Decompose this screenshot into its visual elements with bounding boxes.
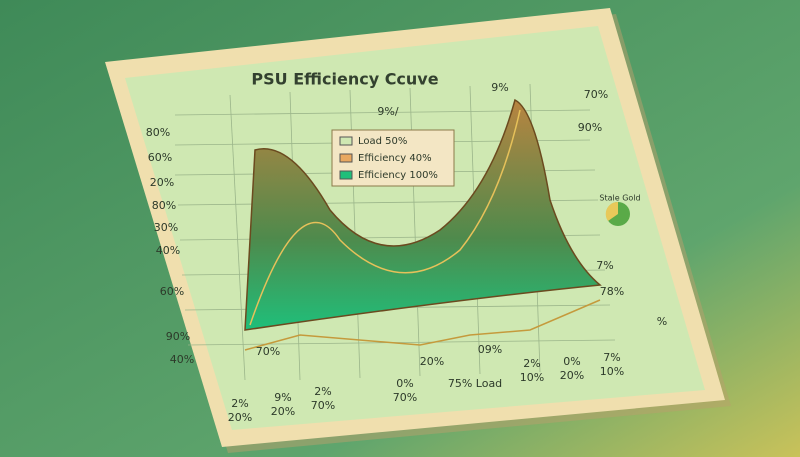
annotation: % (657, 315, 667, 328)
side-label: 78% (600, 285, 624, 298)
x-label: 70% (393, 391, 417, 404)
curve-label: 09% (478, 343, 502, 356)
y-label: 40% (170, 353, 194, 366)
x-label: 2% (523, 357, 540, 370)
side-label: 70% (584, 88, 608, 101)
x-label: 20% (560, 369, 584, 382)
x-label: 9% (274, 391, 291, 404)
y-label: 40% (156, 244, 180, 257)
legend-entry: Efficiency 100% (358, 170, 438, 181)
y-label: 20% (150, 176, 174, 189)
curve-label: 70% (256, 345, 280, 358)
side-label: Stale Gold (599, 194, 640, 203)
legend-entry: Efficiency 40% (358, 153, 432, 164)
y-label: 60% (160, 285, 184, 298)
x-label: 75% Load (448, 377, 502, 390)
side-label: 7% (596, 259, 613, 272)
x-label: 2% (231, 397, 248, 410)
x-label: 10% (520, 371, 544, 384)
legend-swatch (339, 153, 353, 163)
x-label: 20% (228, 411, 252, 424)
x-label: 0% (396, 377, 413, 390)
wave-highlight (249, 109, 521, 326)
side-label: 90% (578, 121, 602, 134)
legend-swatch (339, 170, 353, 180)
x-label: 20% (271, 405, 295, 418)
y-label: 30% (154, 221, 178, 234)
y-label: 90% (166, 330, 190, 343)
x-label: 0% (563, 355, 580, 368)
y-label: 80% (152, 199, 176, 212)
annotation: 9% (491, 81, 508, 94)
baseline-line (244, 299, 601, 351)
legend-entry: Load 50% (358, 136, 407, 147)
y-label: 80% (146, 126, 170, 139)
curve-label: 20% (420, 355, 444, 368)
x-label: 10% (600, 365, 624, 378)
x-label: 2% (314, 385, 331, 398)
x-label: 7% (603, 351, 620, 364)
efficiency-wave (244, 98, 602, 331)
legend-swatch (339, 136, 353, 146)
y-label: 60% (148, 151, 172, 164)
title: PSU Efficiency Ccuve (251, 70, 438, 89)
pie-icon-slice (605, 201, 618, 221)
x-label: 70% (311, 399, 335, 412)
annotation: 9%/ (377, 105, 398, 118)
